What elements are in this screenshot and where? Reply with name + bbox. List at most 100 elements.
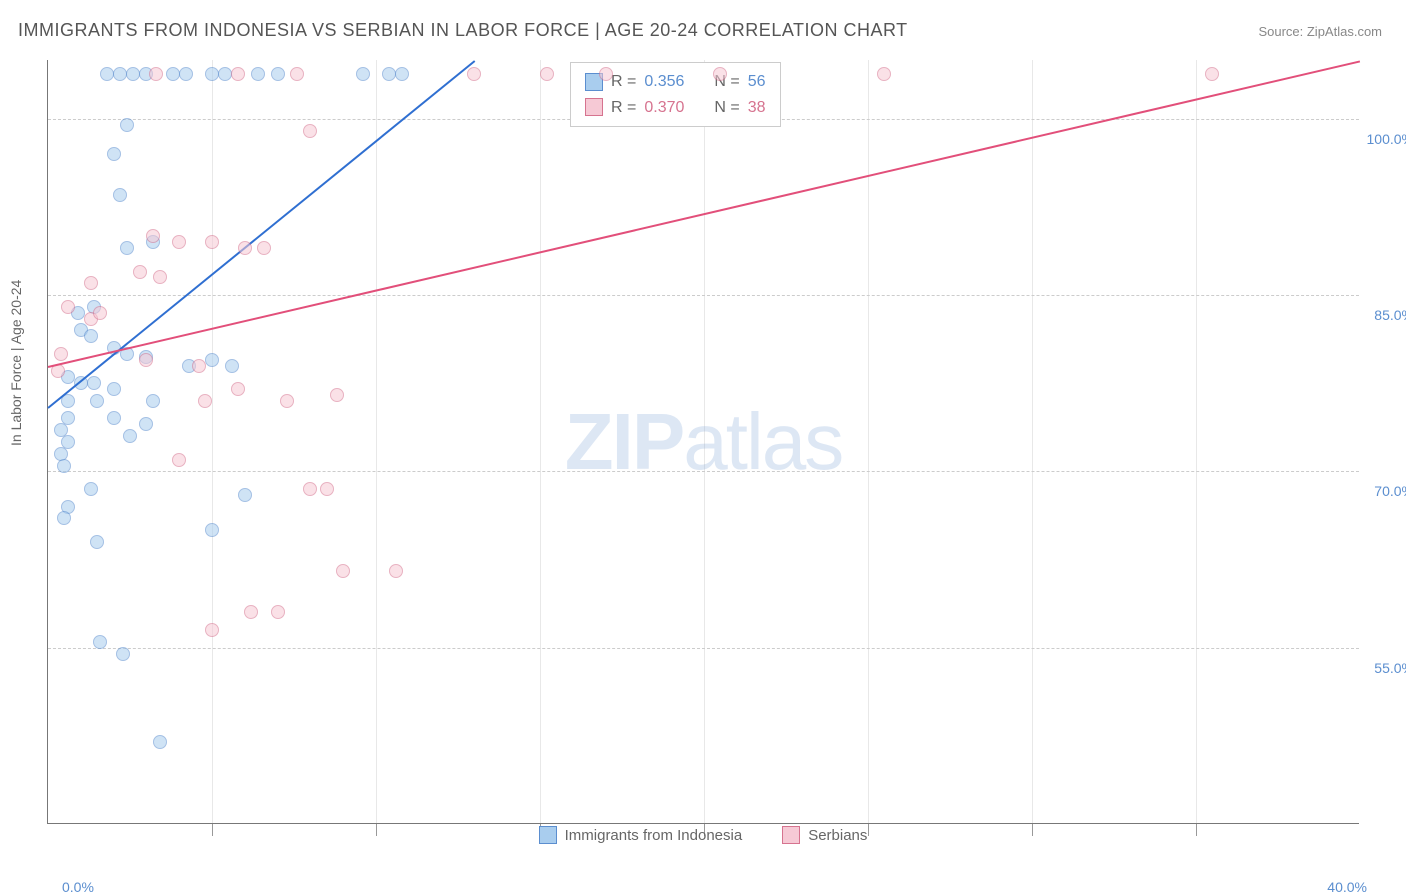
r-value-2: 0.370 [644, 95, 684, 121]
scatter-point [713, 67, 727, 81]
n-label: N = [714, 95, 739, 121]
scatter-point [179, 67, 193, 81]
scatter-point [120, 241, 134, 255]
scatter-point [84, 329, 98, 343]
scatter-point [123, 429, 137, 443]
scatter-point [218, 67, 232, 81]
scatter-point [303, 482, 317, 496]
scatter-point [84, 276, 98, 290]
scatter-point [54, 347, 68, 361]
y-tick-label: 70.0% [1364, 483, 1406, 499]
n-value-1: 56 [748, 69, 766, 95]
scatter-point [238, 241, 252, 255]
x-tick-left: 0.0% [62, 879, 94, 895]
legend-swatch-2 [585, 98, 603, 116]
scatter-point [280, 394, 294, 408]
scatter-point [120, 118, 134, 132]
scatter-point [205, 523, 219, 537]
scatter-point [1205, 67, 1219, 81]
gridline-v [1196, 60, 1197, 823]
gridline-v [212, 60, 213, 823]
legend-swatch [782, 826, 800, 844]
scatter-point [107, 411, 121, 425]
scatter-point [320, 482, 334, 496]
scatter-point [153, 735, 167, 749]
gridline-v [704, 60, 705, 823]
scatter-point [90, 394, 104, 408]
scatter-point [90, 535, 104, 549]
r-label: R = [611, 69, 636, 95]
legend-swatch [539, 826, 557, 844]
scatter-point [172, 235, 186, 249]
scatter-point [107, 382, 121, 396]
legend-item-1: Immigrants from Indonesia [539, 826, 743, 844]
x-tick-right: 40.0% [1327, 879, 1367, 895]
scatter-point [113, 188, 127, 202]
scatter-point [57, 511, 71, 525]
scatter-point [93, 635, 107, 649]
scatter-point [146, 229, 160, 243]
bottom-legend: Immigrants from Indonesia Serbians [47, 826, 1359, 844]
scatter-point [599, 67, 613, 81]
scatter-point [271, 67, 285, 81]
scatter-point [100, 67, 114, 81]
scatter-point [87, 376, 101, 390]
y-tick-label: 100.0% [1364, 131, 1406, 147]
scatter-point [877, 67, 891, 81]
legend-label-1: Immigrants from Indonesia [565, 827, 743, 844]
scatter-point [172, 453, 186, 467]
r-label: R = [611, 95, 636, 121]
correlation-row-2: R = 0.370 N = 38 [585, 95, 766, 121]
scatter-point [231, 67, 245, 81]
y-tick-label: 55.0% [1364, 660, 1406, 676]
scatter-point [198, 394, 212, 408]
scatter-point [330, 388, 344, 402]
scatter-point [303, 124, 317, 138]
scatter-point [146, 394, 160, 408]
scatter-point [467, 67, 481, 81]
gridline-h [48, 295, 1359, 296]
scatter-point [238, 488, 252, 502]
source-attribution: Source: ZipAtlas.com [1258, 24, 1382, 39]
scatter-point [84, 482, 98, 496]
scatter-point [166, 67, 180, 81]
scatter-point [271, 605, 285, 619]
y-tick-label: 85.0% [1364, 307, 1406, 323]
scatter-point [126, 67, 140, 81]
scatter-point [336, 564, 350, 578]
scatter-point [61, 300, 75, 314]
scatter-point [57, 459, 71, 473]
r-value-1: 0.356 [644, 69, 684, 95]
scatter-point [107, 147, 121, 161]
scatter-point [205, 353, 219, 367]
scatter-point [251, 67, 265, 81]
gridline-h [48, 471, 1359, 472]
scatter-point [290, 67, 304, 81]
scatter-point [244, 605, 258, 619]
scatter-point [395, 67, 409, 81]
scatter-point [389, 564, 403, 578]
scatter-point [139, 353, 153, 367]
chart-plot-area: ZIPatlas R = 0.356 N = 56 R = 0.370 N = … [47, 60, 1359, 824]
n-value-2: 38 [748, 95, 766, 121]
scatter-point [205, 623, 219, 637]
gridline-h [48, 648, 1359, 649]
scatter-point [116, 647, 130, 661]
scatter-point [205, 67, 219, 81]
scatter-point [153, 270, 167, 284]
scatter-point [139, 417, 153, 431]
scatter-point [257, 241, 271, 255]
trend-line [47, 60, 475, 408]
scatter-point [192, 359, 206, 373]
chart-title: IMMIGRANTS FROM INDONESIA VS SERBIAN IN … [18, 20, 908, 41]
legend-item-2: Serbians [782, 826, 867, 844]
scatter-point [231, 382, 245, 396]
scatter-point [93, 306, 107, 320]
y-axis-label: In Labor Force | Age 20-24 [8, 280, 24, 446]
legend-label-2: Serbians [808, 827, 867, 844]
gridline-v [1032, 60, 1033, 823]
gridline-v [376, 60, 377, 823]
scatter-point [225, 359, 239, 373]
scatter-point [382, 67, 396, 81]
scatter-point [149, 67, 163, 81]
